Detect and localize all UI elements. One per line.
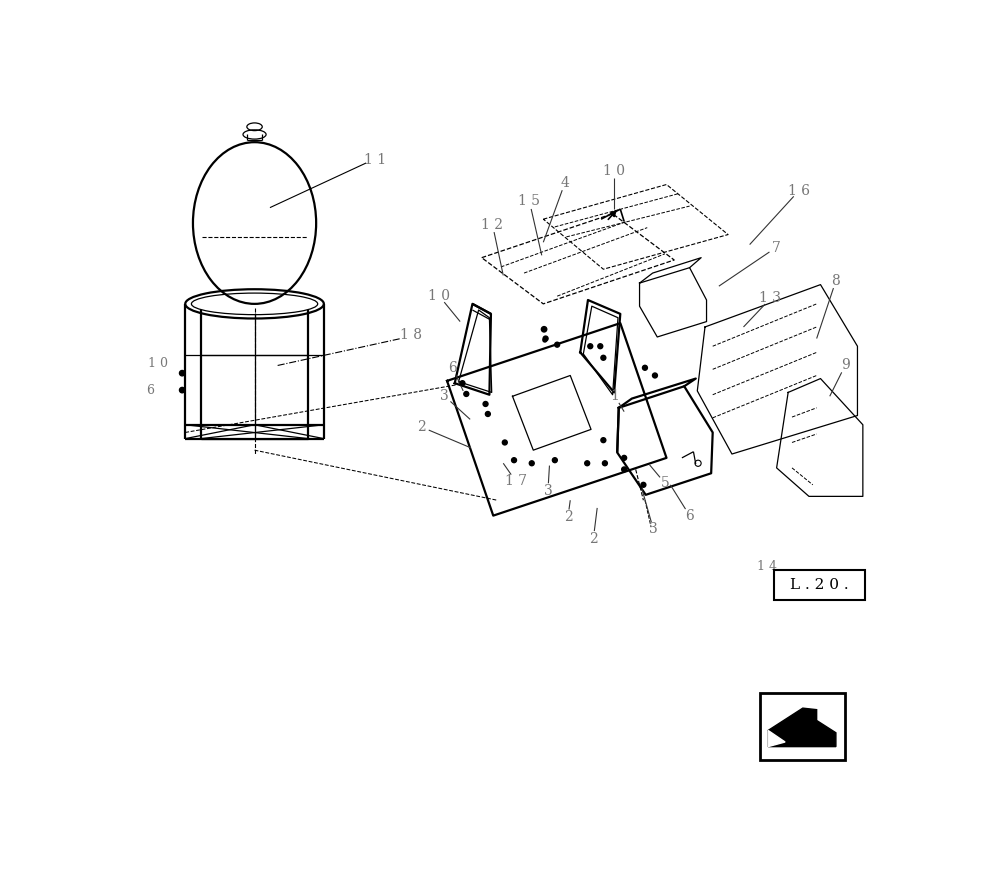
Circle shape [555, 342, 560, 347]
Text: 6: 6 [147, 383, 155, 397]
Text: 6: 6 [448, 361, 457, 375]
Text: 1 3: 1 3 [759, 291, 781, 306]
FancyBboxPatch shape [763, 695, 843, 758]
Circle shape [529, 461, 534, 466]
Circle shape [541, 326, 547, 332]
Circle shape [502, 440, 507, 445]
Text: 7: 7 [771, 241, 780, 254]
Text: 1 5: 1 5 [518, 194, 540, 209]
Circle shape [652, 373, 657, 378]
Text: 8: 8 [832, 274, 840, 288]
Circle shape [588, 344, 593, 349]
Text: 1 6: 1 6 [788, 184, 810, 198]
Text: 1 4: 1 4 [757, 560, 777, 573]
Text: 6: 6 [685, 509, 694, 522]
Text: 1 0: 1 0 [148, 358, 168, 370]
Text: 1 0: 1 0 [603, 164, 625, 177]
Circle shape [622, 455, 627, 461]
Text: 1 1: 1 1 [364, 153, 387, 167]
Polygon shape [768, 708, 836, 746]
Text: 1 7: 1 7 [505, 474, 527, 488]
Circle shape [543, 338, 547, 342]
Circle shape [641, 482, 646, 487]
Circle shape [179, 387, 185, 392]
Text: 2: 2 [564, 510, 572, 524]
FancyBboxPatch shape [760, 693, 845, 761]
Text: 5: 5 [661, 477, 669, 490]
Text: 1: 1 [610, 389, 619, 403]
Text: 3: 3 [649, 522, 658, 537]
Text: 9: 9 [841, 358, 850, 373]
Circle shape [552, 458, 557, 462]
Text: 1 0: 1 0 [428, 289, 450, 303]
Text: 3: 3 [544, 484, 552, 498]
Text: L . 2 0 .: L . 2 0 . [790, 578, 849, 592]
Text: 2: 2 [417, 420, 426, 434]
Circle shape [585, 461, 590, 466]
FancyBboxPatch shape [763, 750, 843, 756]
Text: 1 2: 1 2 [481, 218, 503, 231]
Circle shape [543, 336, 548, 341]
Text: 1 8: 1 8 [400, 329, 422, 342]
Polygon shape [768, 730, 785, 746]
Circle shape [179, 370, 185, 375]
Circle shape [642, 366, 647, 370]
Circle shape [602, 461, 607, 466]
Circle shape [512, 458, 517, 462]
Circle shape [622, 467, 627, 472]
Text: 2: 2 [589, 531, 598, 546]
Circle shape [483, 401, 488, 407]
FancyBboxPatch shape [774, 570, 865, 600]
Circle shape [464, 392, 469, 396]
Circle shape [601, 438, 606, 443]
Circle shape [460, 381, 465, 385]
Circle shape [485, 411, 490, 417]
Text: 3: 3 [440, 389, 449, 403]
Text: 4: 4 [560, 176, 569, 190]
Circle shape [601, 356, 606, 360]
Circle shape [598, 344, 603, 349]
